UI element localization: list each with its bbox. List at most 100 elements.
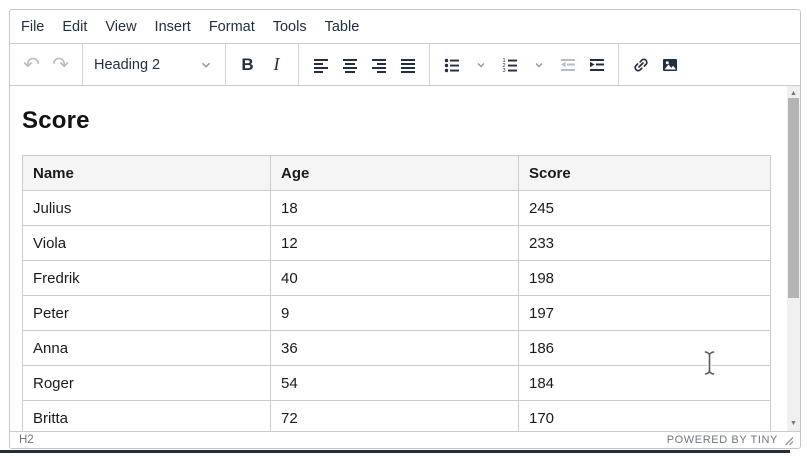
svg-text:1: 1 bbox=[502, 58, 505, 64]
cell-age[interactable]: 36 bbox=[270, 330, 519, 366]
chevron-down-icon bbox=[477, 62, 484, 67]
table-row: Julius 18 245 bbox=[22, 190, 771, 226]
cell-age[interactable]: 72 bbox=[270, 400, 519, 431]
menu-table[interactable]: Table bbox=[324, 18, 360, 35]
outdent-icon bbox=[560, 58, 575, 71]
table-row: Viola 12 233 bbox=[22, 225, 771, 261]
branding-wrap: POWERED BY TINY bbox=[667, 434, 794, 446]
indent-icon bbox=[589, 58, 604, 71]
link-icon bbox=[633, 58, 648, 71]
doc-heading[interactable]: Score bbox=[22, 107, 90, 134]
redo-button[interactable]: ↷ bbox=[47, 51, 74, 78]
history-group: ↶ ↷ bbox=[10, 44, 82, 85]
menu-tools[interactable]: Tools bbox=[272, 18, 307, 35]
bold-italic-group: B I bbox=[225, 44, 298, 85]
align-left-button[interactable] bbox=[307, 51, 334, 78]
bold-icon: B bbox=[241, 54, 254, 74]
cell-age[interactable]: 40 bbox=[270, 260, 519, 296]
cell-name[interactable]: Fredrik bbox=[22, 260, 271, 296]
cell-name[interactable]: Roger bbox=[22, 365, 271, 401]
align-justify-button[interactable] bbox=[394, 51, 421, 78]
cell-age[interactable]: 54 bbox=[270, 365, 519, 401]
cell-score[interactable]: 184 bbox=[518, 365, 771, 401]
format-group: Heading 2 bbox=[82, 44, 225, 85]
menu-bar: File Edit View Insert Format Tools Table bbox=[10, 10, 800, 43]
menu-insert[interactable]: Insert bbox=[154, 18, 191, 35]
score-table[interactable]: Name Age Score Julius 18 245 Viola 12 23… bbox=[22, 155, 771, 431]
align-right-icon bbox=[371, 58, 386, 73]
table-row: Roger 54 184 bbox=[22, 365, 771, 401]
numbered-list-menu-button[interactable] bbox=[525, 51, 552, 78]
column-header-score[interactable]: Score bbox=[518, 155, 771, 191]
cell-name[interactable]: Peter bbox=[22, 295, 271, 331]
edit-area[interactable]: Score Name Age Score Julius 18 245 Viola… bbox=[10, 86, 800, 431]
powered-by-tiny-link[interactable]: POWERED BY TINY bbox=[666, 434, 778, 446]
undo-button[interactable]: ↶ bbox=[18, 51, 45, 78]
toolbar: ↶ ↷ Heading 2 B I bbox=[10, 43, 800, 86]
cell-score[interactable]: 198 bbox=[518, 260, 771, 296]
numbered-list-icon: 123 bbox=[502, 58, 517, 74]
table-row: Peter 9 197 bbox=[22, 295, 771, 331]
italic-button[interactable]: I bbox=[263, 51, 290, 78]
page-divider bbox=[0, 450, 790, 453]
align-center-button[interactable] bbox=[336, 51, 363, 78]
element-path[interactable]: H2 bbox=[19, 434, 34, 446]
table-row: Britta 72 170 bbox=[22, 400, 771, 431]
svg-text:2: 2 bbox=[502, 63, 505, 69]
align-group bbox=[298, 44, 429, 85]
cell-name[interactable]: Julius bbox=[22, 190, 271, 226]
table-row: Anna 36 186 bbox=[22, 330, 771, 366]
cell-score[interactable]: 245 bbox=[518, 190, 771, 226]
cell-score[interactable]: 170 bbox=[518, 400, 771, 431]
column-header-name[interactable]: Name bbox=[22, 155, 271, 191]
align-center-icon bbox=[342, 58, 357, 73]
scroll-down-button[interactable]: ▼ bbox=[787, 417, 800, 430]
cell-age[interactable]: 12 bbox=[270, 225, 519, 261]
italic-icon: I bbox=[273, 54, 280, 74]
table-row: Fredrik 40 198 bbox=[22, 260, 771, 296]
menu-file[interactable]: File bbox=[21, 18, 45, 35]
menu-view[interactable]: View bbox=[105, 18, 137, 35]
bullet-list-button[interactable] bbox=[438, 51, 465, 78]
cell-name[interactable]: Britta bbox=[22, 400, 271, 431]
format-select[interactable]: Heading 2 bbox=[90, 50, 218, 79]
table-header-row: Name Age Score bbox=[22, 155, 771, 191]
menu-edit[interactable]: Edit bbox=[62, 18, 88, 35]
cell-age[interactable]: 9 bbox=[270, 295, 519, 331]
status-bar: H2 POWERED BY TINY bbox=[10, 431, 800, 448]
bullet-list-icon bbox=[444, 58, 459, 72]
outdent-button[interactable] bbox=[554, 51, 581, 78]
indent-button[interactable] bbox=[583, 51, 610, 78]
menu-format[interactable]: Format bbox=[208, 18, 255, 35]
cell-name[interactable]: Anna bbox=[22, 330, 271, 366]
scrollbar-thumb[interactable] bbox=[788, 98, 799, 298]
link-button[interactable] bbox=[627, 51, 654, 78]
image-icon bbox=[662, 58, 677, 71]
tinymce-editor: File Edit View Insert Format Tools Table… bbox=[9, 9, 801, 449]
insert-group bbox=[618, 44, 691, 85]
resize-handle-icon[interactable] bbox=[783, 435, 794, 446]
bold-button[interactable]: B bbox=[234, 51, 261, 78]
redo-icon: ↷ bbox=[52, 53, 69, 76]
column-header-age[interactable]: Age bbox=[270, 155, 519, 191]
align-justify-icon bbox=[400, 58, 415, 73]
align-right-button[interactable] bbox=[365, 51, 392, 78]
align-left-icon bbox=[313, 58, 328, 73]
scroll-up-button[interactable]: ▲ bbox=[787, 87, 800, 100]
image-button[interactable] bbox=[656, 51, 683, 78]
format-select-value: Heading 2 bbox=[94, 56, 161, 73]
cell-age[interactable]: 18 bbox=[270, 190, 519, 226]
svg-text:3: 3 bbox=[502, 68, 505, 74]
cell-score[interactable]: 233 bbox=[518, 225, 771, 261]
cell-name[interactable]: Viola bbox=[22, 225, 271, 261]
undo-icon: ↶ bbox=[23, 53, 40, 76]
bullet-list-menu-button[interactable] bbox=[467, 51, 494, 78]
cell-score[interactable]: 197 bbox=[518, 295, 771, 331]
cell-score[interactable]: 186 bbox=[518, 330, 771, 366]
scroll-up-icon: ▲ bbox=[790, 90, 797, 97]
chevron-down-icon bbox=[201, 62, 211, 68]
vertical-scrollbar[interactable]: ▲ ▼ bbox=[787, 86, 800, 431]
